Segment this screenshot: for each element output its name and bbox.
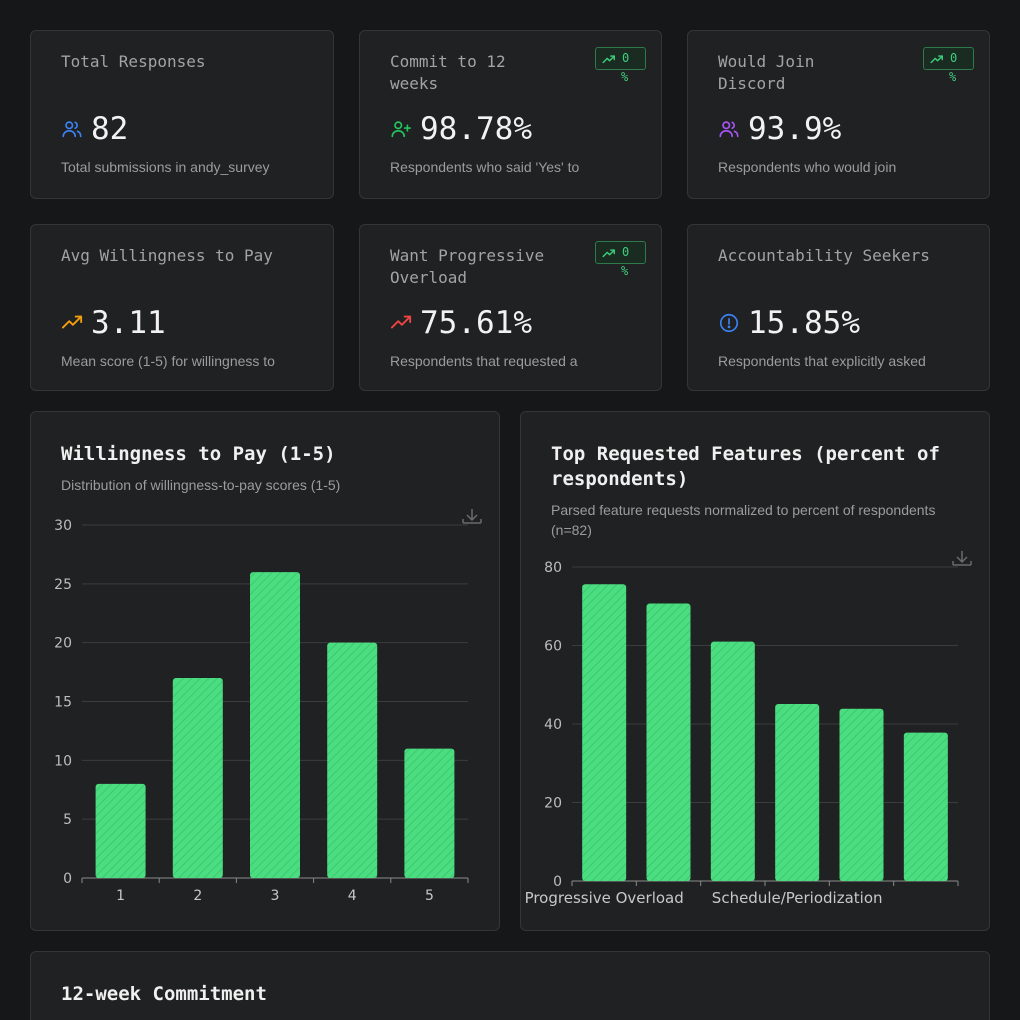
stat-description: Respondents who said 'Yes' to [390, 159, 580, 175]
bar[interactable] [327, 642, 378, 878]
stat-value: 75.61% [420, 305, 532, 341]
features-bar-chart: 0 20 40 60 80 Progressive Overload Schedule/Pe… [525, 551, 972, 907]
stat-card-commit-12-weeks: Commit to 12 weeks 0 % 98.78% Respondent… [359, 30, 662, 199]
stat-card-accountability-seekers: Accountability Seekers 15.85% Respondent… [687, 224, 990, 391]
y-tick-label: 5 [63, 812, 72, 828]
y-tick-label: 20 [54, 636, 72, 652]
stat-description: Total submissions in andy_survey [61, 159, 270, 175]
badge-value: 0 [622, 51, 630, 65]
trend-badge: 0 % [595, 241, 646, 278]
commitment-title: 12-week Commitment [61, 983, 267, 1005]
y-tick-label: 60 [544, 639, 562, 655]
badge-unit: % [621, 70, 629, 84]
x-tick-label: Schedule/Periodization [712, 889, 883, 907]
y-tick-label: 15 [54, 695, 72, 711]
willingness-bar-chart: 0 5 10 15 20 25 30 1 2 3 4 5 [54, 509, 482, 904]
y-tick-label: 0 [553, 874, 562, 890]
y-tick-label: 25 [54, 577, 72, 593]
x-tick-label: 4 [348, 888, 357, 904]
bar[interactable] [582, 584, 627, 881]
stat-title: Commit to 12 weeks [390, 52, 506, 93]
y-tick-label: 0 [63, 871, 72, 887]
stat-description: Respondents who would join [718, 159, 897, 175]
bar[interactable] [710, 641, 755, 881]
stat-value: 93.9% [748, 111, 842, 147]
stat-title: Total Responses [61, 52, 206, 71]
badge-unit: % [621, 264, 629, 278]
download-icon[interactable] [462, 509, 482, 524]
download-icon[interactable] [952, 551, 972, 566]
trend-badge: 0 % [595, 47, 646, 84]
stat-value: 15.85% [748, 305, 860, 341]
bar[interactable] [775, 703, 820, 881]
stat-description: Respondents that requested a [390, 353, 578, 369]
y-tick-label: 10 [54, 753, 72, 769]
trending-up-icon [930, 55, 943, 64]
stat-title: Would Join Discord [718, 52, 815, 93]
stat-card-total-responses: Total Responses 82 Total submissions in … [30, 30, 334, 199]
stat-description: Respondents that explicitly asked [718, 353, 926, 369]
stat-value: 82 [91, 111, 129, 147]
trending-up-icon [602, 55, 615, 64]
x-tick-label: 2 [193, 888, 202, 904]
stat-title: Avg Willingness to Pay [61, 246, 273, 265]
x-tick-label: Progressive Overload [525, 889, 684, 907]
trending-up-icon [390, 315, 412, 329]
y-tick-label: 30 [54, 518, 72, 534]
bar[interactable] [839, 708, 884, 881]
chart-title: Top Requested Features (percent of respo… [551, 443, 940, 490]
y-tick-label: 80 [544, 560, 562, 576]
badge-unit: % [949, 70, 957, 84]
stat-value: 98.78% [420, 111, 532, 147]
trend-badge: 0 % [923, 47, 974, 84]
chart-title: Willingness to Pay (1-5) [61, 443, 336, 465]
bar[interactable] [172, 677, 223, 878]
y-tick-label: 40 [544, 717, 562, 733]
trending-up-icon [61, 315, 83, 329]
badge-value: 0 [950, 51, 958, 65]
x-tick-label: 1 [116, 888, 125, 904]
stat-title: Want Progressive Overload [390, 246, 545, 287]
y-tick-label: 20 [544, 796, 562, 812]
stat-title: Accountability Seekers [718, 246, 930, 265]
bar[interactable] [404, 748, 455, 878]
x-tick-label: 5 [425, 888, 434, 904]
trending-up-icon [602, 249, 615, 258]
stat-value: 3.11 [91, 305, 166, 341]
chart-subtitle: Parsed feature requests normalized to pe… [551, 502, 936, 538]
badge-value: 0 [622, 245, 630, 259]
users-icon [719, 121, 739, 138]
x-tick-label: 3 [271, 888, 280, 904]
stat-card-would-join-discord: Would Join Discord 0 % 93.9% Respondents… [687, 30, 990, 199]
users-icon [62, 121, 82, 138]
stat-card-avg-willingness: Avg Willingness to Pay 3.11 Mean score (… [30, 224, 334, 391]
chart-subtitle: Distribution of willingness-to-pay score… [61, 477, 341, 493]
commitment-card: 12-week Commitment [30, 951, 990, 1020]
bar[interactable] [95, 783, 146, 878]
bar[interactable] [903, 732, 948, 881]
bar[interactable] [646, 603, 691, 881]
user-plus-icon [391, 121, 411, 138]
stat-description: Mean score (1-5) for willingness to [61, 353, 275, 369]
alert-circle-icon [719, 313, 739, 333]
bar[interactable] [250, 572, 300, 878]
stat-card-progressive-overload: Want Progressive Overload 0 % 75.61% Res… [359, 224, 662, 391]
